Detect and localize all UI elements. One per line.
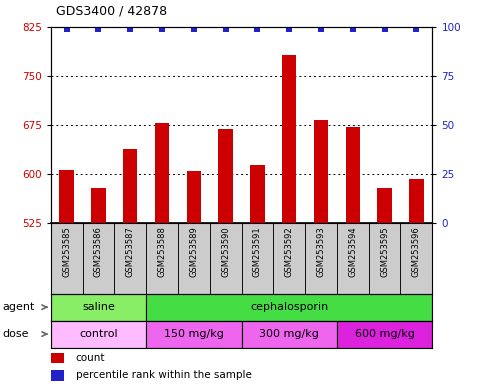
Bar (282, 55, 297, 223)
Text: GSM253594: GSM253594 (348, 226, 357, 277)
Bar (51, 353, 64, 363)
Text: 300 mg/kg: 300 mg/kg (259, 329, 319, 339)
Text: GSM253586: GSM253586 (94, 226, 103, 277)
Text: control: control (79, 329, 118, 339)
Text: 150 mg/kg: 150 mg/kg (164, 329, 224, 339)
Bar (210, 223, 242, 294)
Text: GSM253590: GSM253590 (221, 226, 230, 277)
Bar (186, 171, 201, 223)
Bar (337, 321, 432, 348)
Text: cephalosporin: cephalosporin (250, 302, 328, 312)
Bar (273, 223, 305, 294)
Bar (51, 370, 64, 381)
Bar (250, 165, 265, 223)
Text: GSM253585: GSM253585 (62, 226, 71, 277)
Text: agent: agent (2, 302, 35, 312)
Bar (178, 223, 210, 294)
Bar (242, 223, 273, 294)
Text: dose: dose (2, 329, 29, 339)
Text: GDS3400 / 42878: GDS3400 / 42878 (56, 4, 167, 17)
Bar (369, 223, 400, 294)
Text: GSM253595: GSM253595 (380, 226, 389, 277)
Text: GSM253596: GSM253596 (412, 226, 421, 277)
Bar (218, 129, 233, 223)
Bar (51, 223, 83, 294)
Text: GSM253592: GSM253592 (284, 226, 294, 277)
Text: percentile rank within the sample: percentile rank within the sample (75, 370, 251, 381)
Bar (123, 149, 137, 223)
Text: saline: saline (82, 302, 115, 312)
Bar (51, 321, 146, 348)
Bar (377, 188, 392, 223)
Text: 600 mg/kg: 600 mg/kg (355, 329, 414, 339)
Bar (400, 223, 432, 294)
Text: GSM253587: GSM253587 (126, 226, 135, 277)
Bar (146, 294, 432, 321)
Bar (155, 123, 169, 223)
Bar (146, 321, 242, 348)
Text: GSM253589: GSM253589 (189, 226, 199, 277)
Bar (51, 294, 146, 321)
Bar (409, 179, 424, 223)
Bar (346, 127, 360, 223)
Bar (337, 223, 369, 294)
Text: GSM253588: GSM253588 (157, 226, 167, 277)
Text: GSM253591: GSM253591 (253, 226, 262, 277)
Bar (146, 223, 178, 294)
Bar (91, 188, 106, 223)
Bar (305, 223, 337, 294)
Text: count: count (75, 353, 105, 363)
Bar (242, 321, 337, 348)
Bar (314, 120, 328, 223)
Bar (114, 223, 146, 294)
Bar (83, 223, 114, 294)
Bar (59, 170, 74, 223)
Text: GSM253593: GSM253593 (316, 226, 326, 277)
